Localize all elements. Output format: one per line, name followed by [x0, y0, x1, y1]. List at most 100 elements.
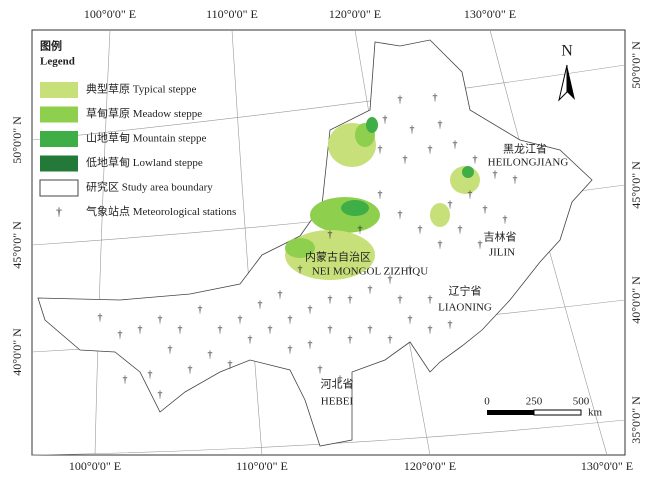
- station: †: [328, 294, 333, 305]
- station: †: [398, 94, 403, 105]
- station: †: [398, 294, 403, 305]
- station: †: [358, 224, 363, 235]
- lon-label: 120°0'0" E: [404, 459, 456, 473]
- station: †: [118, 329, 123, 340]
- station: †: [178, 324, 183, 335]
- scale-unit: km: [588, 407, 603, 419]
- station: †: [258, 299, 263, 310]
- station: †: [198, 304, 203, 315]
- station: †: [453, 139, 458, 150]
- lon-label: 120°0'0" E: [329, 7, 381, 21]
- north-label: N: [561, 43, 573, 60]
- legend-item: 低地草甸 Lowland steppe: [86, 156, 203, 169]
- station: †: [168, 344, 173, 355]
- station: †: [388, 334, 393, 345]
- lon-label: 130°0'0" E: [581, 459, 633, 473]
- station: †: [458, 224, 463, 235]
- place-label: 内蒙古自治区: [305, 250, 371, 264]
- legend-title: Legend: [40, 56, 75, 68]
- station: †: [368, 284, 373, 295]
- station: †: [433, 92, 438, 103]
- station: †: [308, 304, 313, 315]
- place-label: 吉林省: [484, 230, 517, 244]
- station: †: [483, 204, 488, 215]
- station: †: [468, 189, 473, 200]
- station: †: [493, 169, 498, 180]
- lat-label: 45°0'0" N: [629, 161, 643, 209]
- lon-label: 130°0'0" E: [464, 7, 516, 21]
- station: †: [408, 314, 413, 325]
- station: †: [158, 389, 163, 400]
- station: †: [278, 289, 283, 300]
- legend-swatch: [40, 82, 78, 98]
- station: †: [378, 189, 383, 200]
- station: †: [238, 314, 243, 325]
- station: †: [438, 239, 443, 250]
- station: †: [398, 209, 403, 220]
- station: †: [218, 324, 223, 335]
- station: †: [473, 154, 478, 165]
- lat-label: 40°0'0" N: [629, 276, 643, 324]
- station: †: [98, 312, 103, 323]
- place-label: JILIN: [489, 247, 515, 259]
- station: †: [410, 124, 415, 135]
- lat-label: 45°0'0" N: [10, 221, 24, 269]
- north-arrow: N: [558, 43, 575, 102]
- station: †: [308, 339, 313, 350]
- station: †: [328, 324, 333, 335]
- place-label: LIAONING: [438, 302, 492, 314]
- legend-swatch: [40, 155, 78, 172]
- station: †: [448, 199, 453, 210]
- station: †: [348, 334, 353, 345]
- legend-swatch: [39, 179, 79, 197]
- station: †: [408, 264, 413, 275]
- legend-title: 图例: [40, 39, 62, 53]
- lat-label: 50°0'0" N: [10, 116, 24, 164]
- station: †: [158, 314, 163, 325]
- legend-item: 山地草甸 Mountain steppe: [86, 132, 206, 145]
- place-label: 黑龙江省: [503, 143, 547, 156]
- legend-swatch: [40, 106, 78, 123]
- legend-item: 研究区 Study area boundary: [86, 180, 213, 194]
- station: †: [138, 324, 143, 335]
- station: †: [228, 359, 233, 370]
- station: †: [368, 324, 373, 335]
- place-label: 辽宁省: [449, 284, 482, 298]
- station: †: [348, 294, 353, 305]
- lat-label: 40°0'0" N: [10, 328, 24, 376]
- station: †: [338, 374, 343, 385]
- scale-tick: 500: [573, 396, 590, 408]
- station: †: [148, 369, 153, 380]
- station: †: [503, 214, 508, 225]
- station: †: [328, 229, 333, 240]
- station: †: [188, 364, 193, 375]
- station: †: [123, 374, 128, 385]
- scale-tick: 0: [484, 396, 490, 408]
- station: †: [298, 264, 303, 275]
- station: †: [268, 324, 273, 335]
- station: †: [383, 114, 388, 125]
- station: †: [378, 144, 383, 155]
- station: †: [428, 324, 433, 335]
- steppe-patches: [285, 117, 480, 280]
- lon-label: 100°0'0" E: [84, 7, 136, 21]
- station: †: [418, 224, 423, 235]
- station: †: [428, 294, 433, 305]
- station: †: [448, 319, 453, 330]
- station: †: [388, 274, 393, 285]
- station: †: [513, 174, 518, 185]
- station: †: [288, 314, 293, 325]
- stations: † † † † † † † † † † † † † † † † † † † † † † † † † † † † † † † † † † † † † † † †…: [98, 92, 518, 400]
- lon-label: 110°0'0" E: [236, 459, 288, 473]
- station: †: [403, 154, 408, 165]
- station: †: [318, 364, 323, 375]
- lon-label: 100°0'0" E: [69, 459, 121, 473]
- scale-tick: 250: [526, 396, 543, 408]
- lat-label: 35°0'0" N: [629, 396, 643, 444]
- legend-item: 气象站点 Meteorological stations: [86, 204, 236, 218]
- legend-item: 草甸草原 Meadow steppe: [86, 107, 202, 120]
- station: †: [208, 349, 213, 360]
- legend: 图例 Legend: [40, 39, 75, 68]
- legend-item: 典型草原 Typical steppe: [86, 82, 197, 96]
